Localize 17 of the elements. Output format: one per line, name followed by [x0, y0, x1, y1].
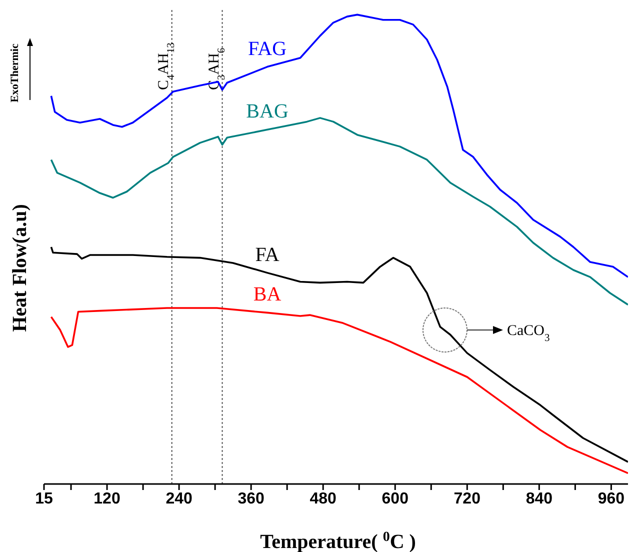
- annotation: CaCO$_{3}$: [507, 323, 550, 344]
- x-tick-label: 840: [526, 490, 553, 508]
- x-tick-label: 720: [454, 490, 481, 508]
- series-label: FAG: [248, 38, 287, 60]
- x-tick-label: 960: [598, 490, 625, 508]
- x-tick-label: 360: [238, 490, 265, 508]
- x-tick-label: 15: [35, 490, 53, 508]
- y-axis-title: Heat Flow(a.u): [9, 204, 31, 332]
- series-label: BA: [253, 284, 282, 306]
- series-label: BAG: [246, 100, 288, 123]
- text: ExoThermic: [9, 44, 21, 102]
- x-axis-title: Temperature( $^{0}$C ): [260, 530, 416, 552]
- series-label: FA: [255, 244, 280, 266]
- x-tick-label: 120: [94, 490, 120, 508]
- x-tick-label: 480: [310, 490, 337, 508]
- x-tick-label: 240: [166, 490, 192, 508]
- x-tick-label: 600: [382, 490, 409, 508]
